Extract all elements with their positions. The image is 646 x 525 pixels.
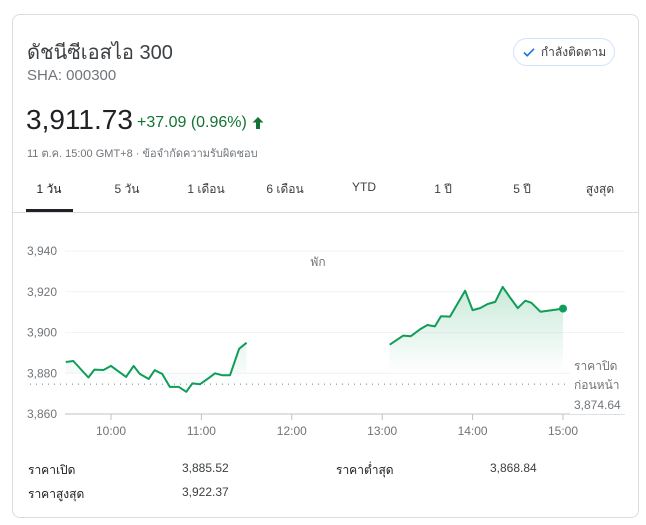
tab-ytd[interactable]: YTD [352,180,376,194]
prev-close-value: 3,874.64 [574,398,621,412]
x-tick-label: 12:00 [277,424,307,438]
price-change-value: +37.09 (0.96%) [137,114,247,131]
current-price: 3,911.73 [26,104,133,135]
tab-1-month[interactable]: 1 เดือน [187,182,225,196]
arrow-up-icon [252,117,264,129]
x-tick-label: 15:00 [548,424,578,438]
y-tick-label: 3,920 [27,285,57,299]
stat-low-value: 3,868.84 [490,461,537,475]
stat-high-label: ราคาสูงสุด [28,487,85,501]
price-change: +37.09 (0.96%) [137,114,265,132]
tab-5-years[interactable]: 5 ปี [513,182,531,196]
x-tick-label: 10:00 [96,424,126,438]
tab-1-year[interactable]: 1 ปี [434,182,452,196]
active-tab-indicator [26,209,73,212]
y-tick-label: 3,880 [27,366,57,380]
y-tick-label: 3,900 [27,326,57,340]
prev-close-label: ราคาปิด [574,359,617,373]
price-chart[interactable]: 3,940 3,920 3,900 3,880 3,860 10:00 11:00 12:00… [0,0,646,450]
series-line-morning [65,341,248,393]
x-tick-label: 14:00 [458,424,488,438]
following-button[interactable]: กำลังติดตาม [513,38,615,66]
series-area [65,342,247,392]
stat-open-value: 3,885.52 [182,461,229,475]
tab-5-days[interactable]: 5 วัน [114,182,140,196]
tab-1-day[interactable]: 1 วัน [36,182,62,196]
series-line-afternoon [389,285,564,346]
timestamp: 11 ต.ค. 15:00 GMT+8 [27,148,133,160]
lunch-break-label: พัก [310,255,325,269]
ticker-symbol: SHA: 000300 [27,67,117,84]
prev-close-label-2: ก่อนหน้า [574,378,620,392]
tab-max[interactable]: สูงสุด [585,182,615,196]
index-title: ดัชนีซีเอสไอ 300 [27,42,173,64]
stat-high-value: 3,922.37 [182,485,229,499]
separator: · [132,148,143,160]
stat-open-label: ราคาเปิด [28,463,76,477]
quote-meta: 11 ต.ค. 15:00 GMT+8 · ข้อจำกัดความรับผิด… [27,144,258,162]
quote-card [12,14,639,518]
range-tabs: 1 วัน 5 วัน 1 เดือน 6 เดือน YTD 1 ปี 5 ป… [12,172,639,213]
check-icon [523,48,535,57]
stat-low-label: ราคาต่ำสุด [336,463,394,477]
last-point-marker [559,304,567,313]
prev-close-label-bg [570,352,626,414]
disclaimer-link[interactable]: ข้อจำกัดความรับผิดชอบ [142,148,258,160]
following-label: กำลังติดตาม [540,44,607,59]
x-tick-label: 11:00 [187,424,216,438]
y-tick-label: 3,860 [27,407,57,421]
x-tick-label: 13:00 [367,424,397,438]
tab-6-months[interactable]: 6 เดือน [266,182,304,196]
y-tick-label: 3,940 [27,244,57,258]
series-area [389,286,563,374]
